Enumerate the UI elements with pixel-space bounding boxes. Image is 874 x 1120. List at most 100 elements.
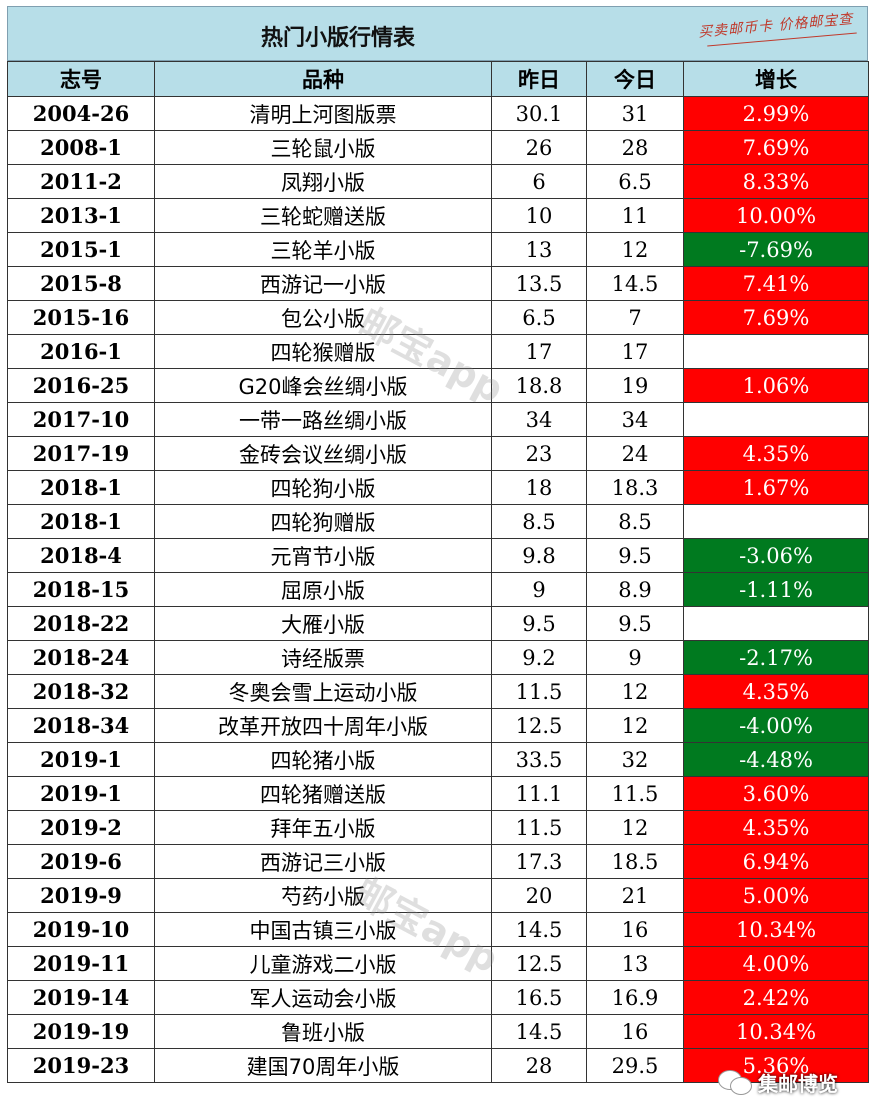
cell-today: 7 xyxy=(586,300,684,335)
cell-code: 2019-19 xyxy=(7,1014,155,1049)
cell-growth xyxy=(683,606,869,641)
cell-yesterday: 17 xyxy=(491,334,587,369)
cell-today: 12 xyxy=(586,708,684,743)
page-title: 热门小版行情表 xyxy=(261,26,416,51)
account-name: 集邮博览 xyxy=(758,1071,838,1096)
cell-name: 冬奥会雪上运动小版 xyxy=(154,674,492,709)
table-row: 2019-10 中国古镇三小版 14.5 16 10.34% xyxy=(7,912,869,947)
cell-code: 2019-1 xyxy=(7,742,155,777)
cell-code: 2015-1 xyxy=(7,232,155,267)
cell-growth: 10.00% xyxy=(683,198,869,233)
cell-yesterday: 11.5 xyxy=(491,674,587,709)
cell-today: 24 xyxy=(586,436,684,471)
cell-code: 2018-1 xyxy=(7,470,155,505)
cell-today: 31 xyxy=(586,96,684,131)
cell-today: 6.5 xyxy=(586,164,684,199)
cell-yesterday: 23 xyxy=(491,436,587,471)
column-header-name: 品种 xyxy=(154,61,492,97)
column-header-yesterday: 昨日 xyxy=(491,61,587,97)
cell-growth: 7.69% xyxy=(683,300,869,335)
cell-name: 诗经版票 xyxy=(154,640,492,675)
cell-yesterday: 9 xyxy=(491,572,587,607)
title-bar: 热门小版行情表 买卖邮币卡 价格邮宝查 xyxy=(7,6,868,61)
cell-yesterday: 12.5 xyxy=(491,708,587,743)
seal-stamp: 买卖邮币卡 价格邮宝查 xyxy=(697,11,854,41)
cell-code: 2015-8 xyxy=(7,266,155,301)
cell-growth: 7.41% xyxy=(683,266,869,301)
cell-code: 2016-25 xyxy=(7,368,155,403)
cell-code: 2018-32 xyxy=(7,674,155,709)
cell-growth: -4.00% xyxy=(683,708,869,743)
cell-today: 16 xyxy=(586,1014,684,1049)
table-row: 2016-1 四轮猴赠版 17 17 xyxy=(7,334,869,369)
table-row: 2019-1 四轮猪小版 33.5 32 -4.48% xyxy=(7,742,869,777)
cell-name: 三轮羊小版 xyxy=(154,232,492,267)
cell-today: 34 xyxy=(586,402,684,437)
table-row: 2019-2 拜年五小版 11.5 12 4.35% xyxy=(7,810,869,845)
cell-today: 14.5 xyxy=(586,266,684,301)
cell-yesterday: 8.5 xyxy=(491,504,587,539)
cell-name: 元宵节小版 xyxy=(154,538,492,573)
cell-name: 西游记一小版 xyxy=(154,266,492,301)
table-row: 2017-19 金砖会议丝绸小版 23 24 4.35% xyxy=(7,436,869,471)
table-row: 2019-14 军人运动会小版 16.5 16.9 2.42% xyxy=(7,980,869,1015)
wechat-icon xyxy=(718,1068,752,1096)
table-row: 2013-1 三轮蛇赠送版 10 11 10.00% xyxy=(7,198,869,233)
cell-code: 2016-1 xyxy=(7,334,155,369)
cell-code: 2018-24 xyxy=(7,640,155,675)
header-row: 志号 品种 昨日 今日 增长 xyxy=(7,61,869,97)
cell-growth: 4.35% xyxy=(683,810,869,845)
cell-today: 16.9 xyxy=(586,980,684,1015)
table-row: 2019-6 西游记三小版 17.3 18.5 6.94% xyxy=(7,844,869,879)
cell-name: 清明上河图版票 xyxy=(154,96,492,131)
cell-growth: -7.69% xyxy=(683,232,869,267)
cell-yesterday: 18 xyxy=(491,470,587,505)
cell-code: 2008-1 xyxy=(7,130,155,165)
cell-name: 建国70周年小版 xyxy=(154,1048,492,1083)
cell-code: 2019-9 xyxy=(7,878,155,913)
table-row: 2018-4 元宵节小版 9.8 9.5 -3.06% xyxy=(7,538,869,573)
cell-growth: 3.60% xyxy=(683,776,869,811)
cell-growth: 5.00% xyxy=(683,878,869,913)
table-row: 2019-19 鲁班小版 14.5 16 10.34% xyxy=(7,1014,869,1049)
cell-growth: 1.06% xyxy=(683,368,869,403)
cell-code: 2017-10 xyxy=(7,402,155,437)
cell-code: 2019-23 xyxy=(7,1048,155,1083)
cell-growth: 8.33% xyxy=(683,164,869,199)
cell-name: 芍药小版 xyxy=(154,878,492,913)
cell-yesterday: 6 xyxy=(491,164,587,199)
cell-today: 12 xyxy=(586,232,684,267)
cell-name: 四轮猪赠送版 xyxy=(154,776,492,811)
cell-today: 32 xyxy=(586,742,684,777)
cell-name: G20峰会丝绸小版 xyxy=(154,368,492,403)
cell-code: 2019-1 xyxy=(7,776,155,811)
cell-yesterday: 17.3 xyxy=(491,844,587,879)
cell-name: 三轮鼠小版 xyxy=(154,130,492,165)
cell-name: 军人运动会小版 xyxy=(154,980,492,1015)
cell-yesterday: 33.5 xyxy=(491,742,587,777)
table-row: 2018-24 诗经版票 9.2 9 -2.17% xyxy=(7,640,869,675)
cell-today: 11 xyxy=(586,198,684,233)
cell-growth: -1.11% xyxy=(683,572,869,607)
price-table: 志号 品种 昨日 今日 增长 2004-26 清明上河图版票 30.1 31 2.99%… xyxy=(7,61,869,1083)
cell-yesterday: 10 xyxy=(491,198,587,233)
cell-code: 2019-14 xyxy=(7,980,155,1015)
cell-today: 28 xyxy=(586,130,684,165)
cell-yesterday: 11.5 xyxy=(491,810,587,845)
table-row: 2019-23 建国70周年小版 28 29.5 5.36% xyxy=(7,1048,869,1083)
column-header-code: 志号 xyxy=(7,61,155,97)
cell-code: 2013-1 xyxy=(7,198,155,233)
table-row: 2018-32 冬奥会雪上运动小版 11.5 12 4.35% xyxy=(7,674,869,709)
cell-yesterday: 26 xyxy=(491,130,587,165)
cell-code: 2018-34 xyxy=(7,708,155,743)
cell-today: 29.5 xyxy=(586,1048,684,1083)
cell-name: 四轮猪小版 xyxy=(154,742,492,777)
cell-name: 凤翔小版 xyxy=(154,164,492,199)
cell-yesterday: 28 xyxy=(491,1048,587,1083)
cell-today: 8.9 xyxy=(586,572,684,607)
table-row: 2015-1 三轮羊小版 13 12 -7.69% xyxy=(7,232,869,267)
cell-yesterday: 20 xyxy=(491,878,587,913)
cell-name: 包公小版 xyxy=(154,300,492,335)
cell-yesterday: 14.5 xyxy=(491,912,587,947)
cell-today: 9.5 xyxy=(586,538,684,573)
